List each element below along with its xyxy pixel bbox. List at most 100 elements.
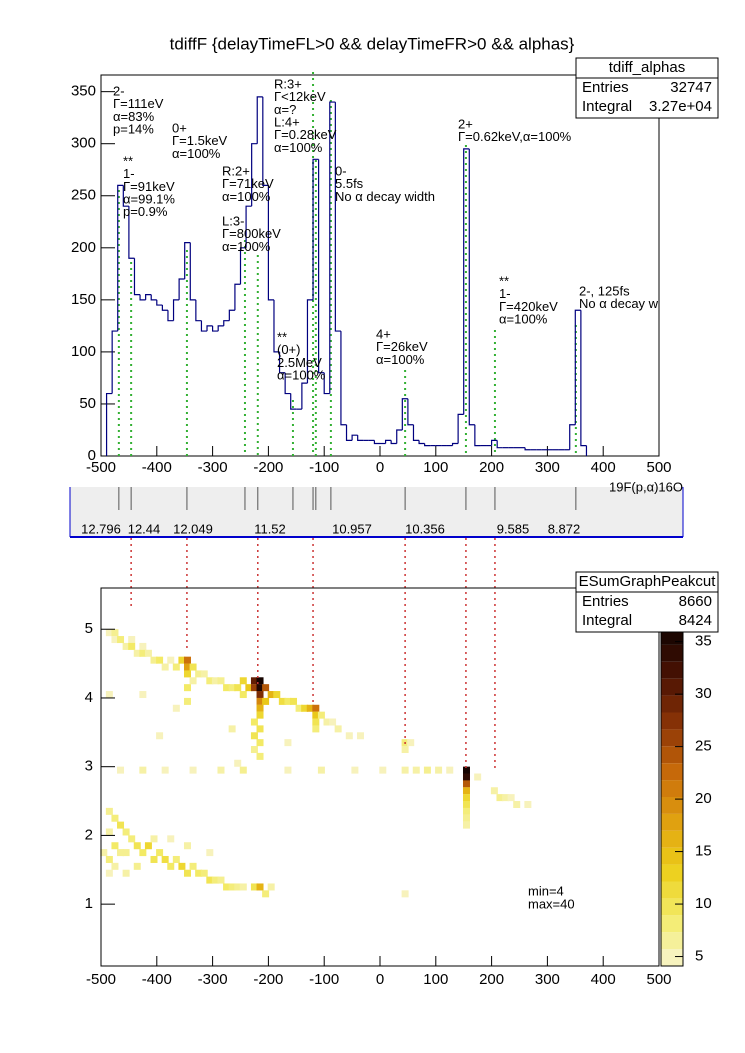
heatmap-cell bbox=[256, 725, 264, 733]
heatmap-cell bbox=[100, 849, 108, 857]
y-tick-label: 50 bbox=[79, 395, 96, 412]
histogram-bin bbox=[195, 299, 202, 322]
annotation: α=100% bbox=[499, 312, 548, 327]
heatmap-cell bbox=[150, 835, 158, 843]
histogram-bin bbox=[463, 148, 470, 415]
annotation: Γ=1.5keV bbox=[172, 133, 228, 148]
histogram-bin bbox=[217, 325, 224, 332]
heatmap-cell bbox=[122, 849, 130, 857]
z-tick-label: 20 bbox=[695, 790, 712, 807]
heatmap-cell bbox=[474, 773, 482, 781]
colorbar-step bbox=[661, 881, 683, 899]
heatmap-cell bbox=[228, 684, 236, 692]
heatmap-cell bbox=[211, 876, 219, 884]
histogram-bin bbox=[396, 429, 403, 444]
colorbar-step bbox=[661, 797, 683, 814]
histogram-bin bbox=[239, 247, 247, 285]
heatmap-cell bbox=[323, 718, 331, 726]
heatmap-cell bbox=[412, 766, 420, 774]
heatmap-cell bbox=[301, 704, 309, 712]
histogram-bin bbox=[133, 258, 141, 296]
histogram-bin bbox=[111, 330, 118, 394]
heatmap-cell bbox=[128, 642, 136, 650]
z-tick-label: 25 bbox=[695, 738, 712, 755]
annotation: Γ=111eV bbox=[113, 96, 164, 111]
histogram-bin bbox=[357, 435, 364, 441]
histogram-bin bbox=[329, 101, 336, 394]
annotation: ** bbox=[277, 329, 287, 344]
heatmap-cell bbox=[379, 766, 387, 774]
z-tick-label: 30 bbox=[695, 685, 712, 702]
z-tick-label: 5 bbox=[695, 948, 703, 965]
heatmap-cell bbox=[161, 663, 169, 671]
z-tick-label: 35 bbox=[695, 633, 712, 650]
heatmap-cell bbox=[256, 704, 264, 712]
histogram-bin bbox=[145, 294, 152, 300]
histogram-bin bbox=[117, 184, 124, 332]
heatmap-cell bbox=[256, 697, 264, 705]
histogram-bin bbox=[284, 372, 291, 395]
heatmap-cell bbox=[513, 800, 521, 808]
colorbar-step bbox=[661, 949, 683, 966]
heatmap-cell bbox=[295, 704, 303, 712]
heatmap-cell bbox=[250, 718, 258, 726]
colorbar-step bbox=[661, 695, 683, 713]
colorbar-step bbox=[661, 932, 683, 950]
annotation: p=14% bbox=[113, 122, 154, 137]
histogram-bin bbox=[407, 398, 414, 426]
histogram-bin bbox=[139, 294, 146, 301]
x-tick-label: -100 bbox=[309, 459, 339, 476]
heatmap-cell bbox=[401, 766, 409, 774]
heatmap-cell bbox=[156, 656, 164, 664]
y-tick-label: 300 bbox=[71, 135, 96, 152]
heatmap-cell bbox=[239, 766, 247, 774]
stats-value: 32747 bbox=[670, 79, 712, 96]
heatmap-cell bbox=[105, 691, 113, 699]
heatmap-cell bbox=[256, 752, 264, 760]
x-tick-label: 0 bbox=[376, 971, 384, 988]
heatmap-cell bbox=[206, 876, 214, 884]
histogram-bin bbox=[323, 372, 330, 395]
heatmap-cell bbox=[239, 691, 247, 699]
heatmap-cell bbox=[462, 821, 470, 829]
x-tick-label: -200 bbox=[253, 971, 283, 988]
heatmap-cell bbox=[189, 677, 197, 685]
annotation: α=100% bbox=[172, 146, 221, 161]
histogram-bin bbox=[351, 434, 358, 441]
x-tick-label: -300 bbox=[198, 971, 228, 988]
heatmap-cell bbox=[206, 849, 214, 857]
x-tick-label: 100 bbox=[423, 971, 448, 988]
heatmap-cell bbox=[462, 800, 470, 808]
heatmap-cell bbox=[267, 691, 275, 699]
histogram-bin bbox=[200, 320, 208, 332]
heatmap-cell bbox=[150, 855, 158, 863]
energy-axis-title: 19F(p,α)16O bbox=[609, 479, 683, 494]
histogram-bin bbox=[122, 185, 129, 207]
heatmap-cell bbox=[262, 697, 270, 705]
heatmap-cell bbox=[223, 684, 231, 692]
annotation: 2+ bbox=[458, 116, 473, 131]
energy-label: 9.585 bbox=[497, 521, 530, 536]
heatmap-cell bbox=[312, 704, 320, 712]
colorbar-step bbox=[661, 644, 683, 662]
heatmap-cell bbox=[524, 800, 532, 808]
x-tick-label: 500 bbox=[646, 971, 671, 988]
x-tick-label: 400 bbox=[591, 459, 616, 476]
heatmap-cell bbox=[462, 766, 470, 774]
heatmap-cell bbox=[435, 766, 443, 774]
annotation: 1- bbox=[123, 166, 135, 181]
heatmap-cell bbox=[172, 855, 180, 863]
heatmap-cell bbox=[256, 684, 264, 692]
energy-label: 10.356 bbox=[405, 521, 445, 536]
stats-value: 3.27e+04 bbox=[649, 98, 712, 115]
heatmap-cell bbox=[228, 725, 236, 733]
annotation: Γ=26keV bbox=[376, 339, 428, 354]
heatmap-cell bbox=[462, 787, 470, 795]
heatmap-cell bbox=[105, 855, 113, 863]
z-tick-label: 15 bbox=[695, 843, 712, 860]
histogram-bin bbox=[156, 299, 163, 306]
annotation: p=0.9% bbox=[123, 204, 168, 219]
histogram-bin bbox=[451, 442, 459, 446]
heatmap-cell bbox=[256, 711, 264, 719]
